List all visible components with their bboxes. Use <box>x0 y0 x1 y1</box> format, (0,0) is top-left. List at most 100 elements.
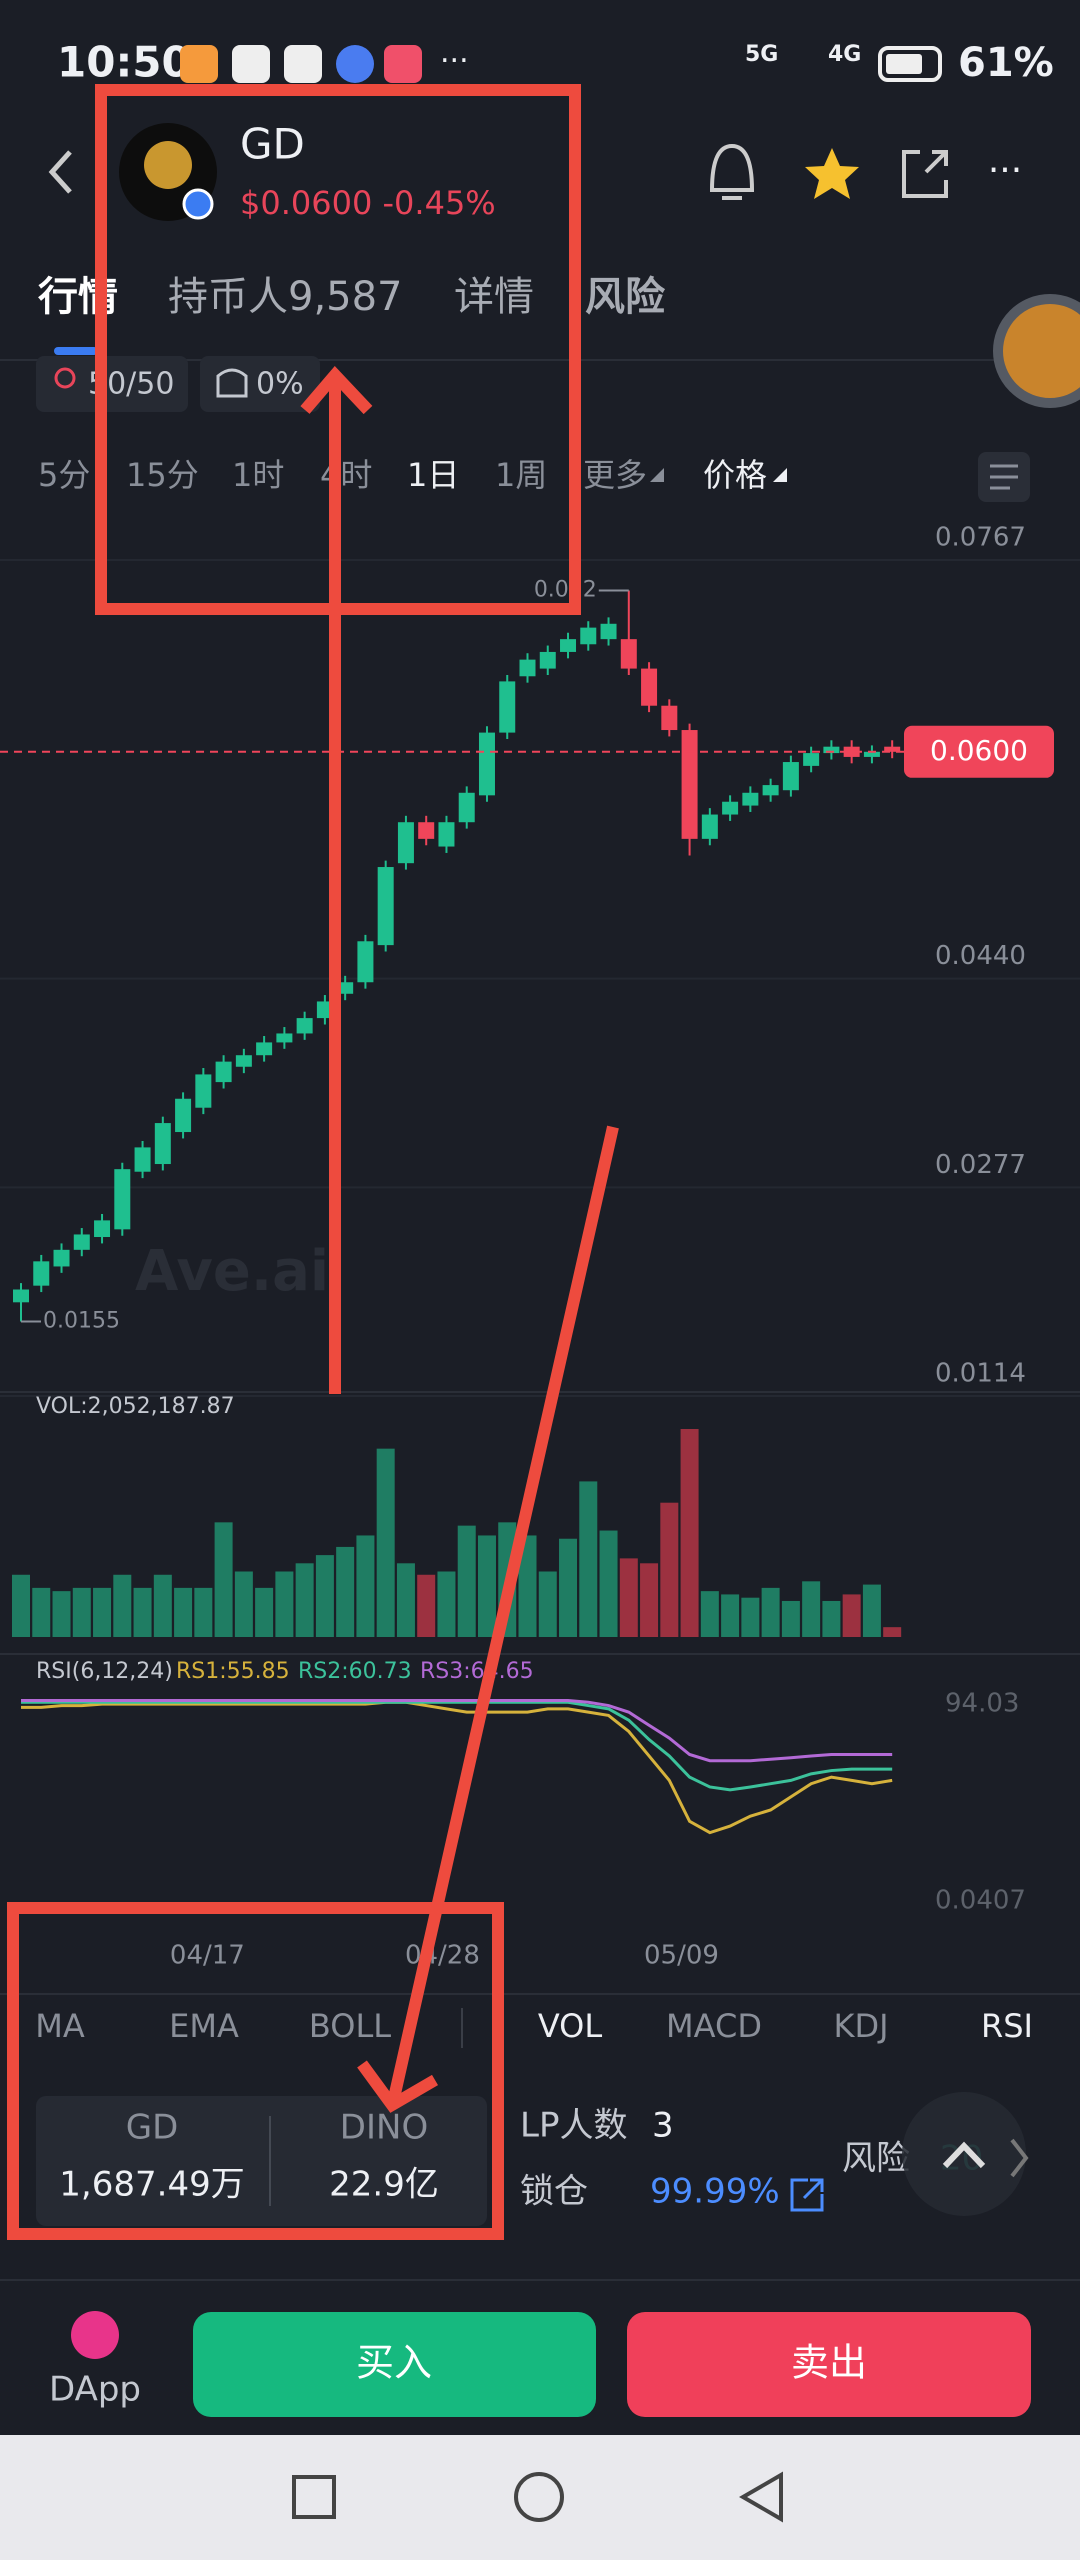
volume-bar <box>93 1587 112 1637</box>
buy-button[interactable] <box>193 2312 596 2417</box>
chain-badge <box>182 188 214 220</box>
lock-value[interactable]: 99.99% <box>650 2172 780 2212</box>
volume-bar <box>741 1597 760 1637</box>
share-button[interactable] <box>902 150 948 198</box>
indicator-tab[interactable]: VOL <box>538 2007 603 2045</box>
volume-bar <box>538 1571 557 1637</box>
status-icon <box>384 45 422 83</box>
max-label: 0.072 <box>534 577 597 602</box>
network: 5G <box>745 42 778 67</box>
candle-body <box>438 822 455 847</box>
volume-bar <box>700 1591 719 1637</box>
nav-home[interactable] <box>514 2472 564 2522</box>
buy-label[interactable]: 买入 <box>356 2341 432 2385</box>
token-logo <box>144 141 192 189</box>
y-tick-label: 0.0277 <box>935 1150 1026 1180</box>
pool-amount: 22.9亿 <box>329 2165 439 2205</box>
dapp-icon[interactable] <box>71 2311 119 2359</box>
volume-bar <box>234 1571 253 1637</box>
volume-bar <box>862 1584 881 1637</box>
candle-body <box>377 867 394 946</box>
dropdown-icon <box>650 468 664 482</box>
candle-body <box>762 785 779 796</box>
x-tick-label: 05/09 <box>644 1941 719 1971</box>
indicator-tab[interactable]: MACD <box>666 2007 762 2045</box>
current-price-box <box>904 725 1054 778</box>
favorite-button[interactable] <box>805 148 859 199</box>
nav-back[interactable] <box>739 2471 783 2523</box>
rsi-title: RSI(6,12,24) <box>36 1659 173 1684</box>
candle-body <box>316 1001 333 1019</box>
status-icon <box>232 45 270 83</box>
candle-body <box>823 746 840 754</box>
risk-label: 风险 <box>842 2139 910 2179</box>
battery-level <box>886 54 922 74</box>
candle-body <box>154 1123 171 1165</box>
indicator-tab[interactable]: EMA <box>169 2007 239 2045</box>
nav-recent[interactable] <box>292 2475 336 2519</box>
y-tick-label: 0.0767 <box>935 523 1026 553</box>
volume-bar <box>842 1594 861 1637</box>
candle-body <box>53 1249 70 1267</box>
candle-body <box>580 627 597 645</box>
settings-icon <box>990 464 1018 490</box>
volume-bar <box>660 1502 679 1637</box>
candle-body <box>843 746 860 757</box>
candle-body <box>519 659 536 677</box>
volume-bar <box>599 1530 618 1637</box>
battery-percent: 61% <box>958 40 1054 86</box>
timeframe[interactable]: 15分 <box>126 456 199 494</box>
tab-indicator <box>54 347 98 355</box>
indicator-tab[interactable]: RSI <box>981 2007 1033 2045</box>
timeframe[interactable]: 价格 <box>703 456 767 494</box>
candle-body <box>478 732 495 796</box>
timeframe[interactable]: 5分 <box>38 456 90 494</box>
scroll-top-button[interactable] <box>902 2092 1026 2216</box>
floating-button[interactable] <box>993 294 1080 408</box>
timeframes: 5分 15分 1时 4时 1日 1周 更多 价格 <box>38 456 767 494</box>
x-tick-label: 04/17 <box>170 1941 245 1971</box>
dapp-label[interactable]: DApp <box>49 2370 141 2410</box>
timeframe[interactable]: 1时 <box>232 456 284 494</box>
timeframe[interactable]: 4时 <box>320 456 372 494</box>
timeframe[interactable]: 1周 <box>495 456 547 494</box>
y-tick-label: 94.03 <box>945 1689 1019 1719</box>
indicator-tab[interactable]: KDJ <box>833 2007 888 2045</box>
indicator-tab[interactable]: MA <box>35 2007 85 2045</box>
candle-body <box>560 639 577 652</box>
candle-body <box>195 1074 212 1108</box>
alert-button[interactable] <box>709 143 755 200</box>
volume-bar <box>802 1581 821 1637</box>
candle-body <box>33 1261 50 1286</box>
annotation-box <box>7 1902 504 2240</box>
tabs: 行情 持币人9,587 详情 风险 <box>38 274 666 320</box>
volume-bar <box>336 1546 355 1637</box>
tab[interactable]: 风险 <box>585 274 666 320</box>
tab[interactable]: 详情 <box>454 274 534 320</box>
sell-button[interactable] <box>627 2312 1031 2417</box>
candle-body <box>397 822 414 864</box>
back-button[interactable] <box>48 150 72 194</box>
candle-body <box>701 814 718 839</box>
lp-label: LP人数 <box>520 2106 627 2146</box>
volume-bar <box>133 1587 152 1637</box>
indicator-tab[interactable]: BOLL <box>309 2007 391 2045</box>
timeframe[interactable]: 更多 <box>583 456 647 494</box>
timeframe[interactable]: 1日 <box>407 456 459 494</box>
more-button[interactable]: ··· <box>988 150 1022 191</box>
volume-bar <box>457 1525 476 1637</box>
volume-bar <box>396 1563 415 1637</box>
sell-label[interactable]: 卖出 <box>791 2341 867 2385</box>
rsi-line <box>21 1698 893 1763</box>
candle-body <box>256 1042 273 1056</box>
watermark: Ave.ai <box>135 1239 329 1304</box>
tab[interactable]: 持币人9,587 <box>168 274 403 320</box>
volume-bar <box>376 1448 395 1637</box>
volume-bar <box>781 1600 800 1637</box>
candle-body <box>296 1018 313 1034</box>
link-icon[interactable] <box>790 2178 824 2212</box>
min-label: 0.0155 <box>43 1309 120 1334</box>
volume-bar <box>295 1563 314 1637</box>
status-more: ··· <box>440 44 469 79</box>
candle-body <box>722 801 739 815</box>
